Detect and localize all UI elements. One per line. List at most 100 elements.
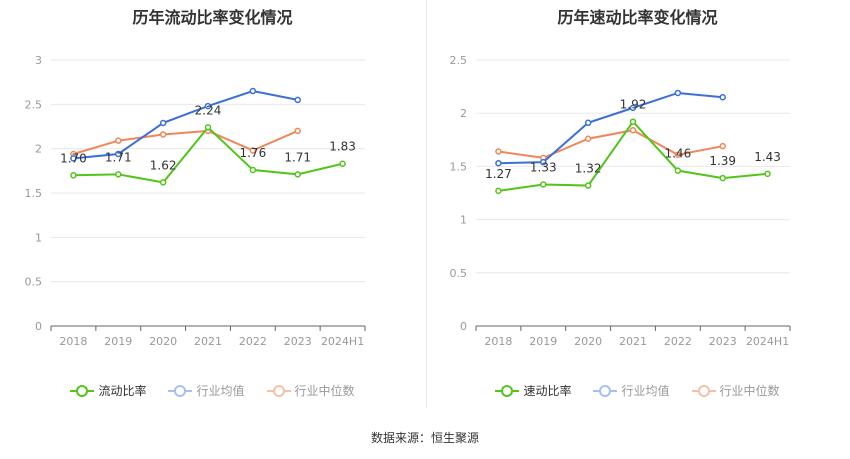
y-tick-label: 1 <box>460 214 467 227</box>
legend-company-swatch-icon <box>70 384 95 397</box>
data-label: 1.76 <box>239 146 266 160</box>
y-tick-label: 3 <box>35 54 42 67</box>
data-point-industry_median <box>249 147 257 154</box>
legend-item-industry-median[interactable]: 行业中位数 <box>691 382 780 399</box>
legend-industry-median-swatch-icon <box>691 384 716 397</box>
y-tick-label: 1.5 <box>450 160 468 173</box>
x-tick-label: 2024H1 <box>321 335 364 348</box>
legend-company-swatch-icon <box>495 384 520 397</box>
data-point-industry_median <box>584 135 592 142</box>
data-point-industry_median <box>495 148 502 155</box>
legend-label: 速动比率 <box>523 384 572 398</box>
quick-ratio-chart-panel: 历年速动比率变化情况 0 0.5 1 1.5 2 2.5 2018 2019 2020 2021 2… <box>425 0 850 420</box>
x-tick-label: 2019 <box>529 335 557 348</box>
data-point-industry_avg <box>294 96 301 104</box>
x-tick-label: 2021 <box>619 335 647 348</box>
y-tick-label: 0 <box>460 320 467 333</box>
legend-item-company[interactable]: 流动比率 <box>70 382 146 399</box>
data-point-company <box>339 160 346 167</box>
data-point-industry_median <box>629 126 637 134</box>
data-point-company <box>584 182 592 189</box>
y-tick-label: 0 <box>35 320 42 333</box>
panel-divider <box>426 0 427 408</box>
x-tick-label: 2019 <box>104 335 132 348</box>
data-point-industry_avg <box>204 102 212 110</box>
data-point-industry_median <box>719 142 726 150</box>
y-tick-label: 1.5 <box>25 187 43 200</box>
data-point-company <box>115 171 122 178</box>
x-tick-label: 2022 <box>239 335 267 348</box>
x-tick-label: 2024H1 <box>746 335 789 348</box>
legend-item-industry-median[interactable]: 行业中位数 <box>266 382 355 399</box>
chart-title: 历年速动比率变化情况 <box>557 8 718 27</box>
legend-item-company[interactable]: 速动比率 <box>495 382 571 399</box>
data-label: 1.83 <box>329 140 356 154</box>
data-label: 1.70 <box>60 151 87 165</box>
data-label: 1.27 <box>485 167 512 181</box>
legend-item-industry-avg[interactable]: 行业均值 <box>168 382 245 399</box>
data-point-industry_avg <box>249 87 257 95</box>
chart-legend: 速动比率 行业均值 行业中位数 <box>425 382 850 399</box>
data-label: 1.32 <box>575 162 602 176</box>
y-tick-label: 0.5 <box>450 267 468 280</box>
data-point-company <box>70 172 77 179</box>
data-source-note: 数据来源：恒生聚源 <box>370 431 479 445</box>
data-point-industry_median <box>159 131 167 138</box>
data-label: 2.24 <box>195 103 222 117</box>
y-tick-label: 2 <box>460 107 467 120</box>
legend-label: 行业中位数 <box>294 384 355 398</box>
y-tick-label: 1 <box>35 231 42 244</box>
data-label: 1.46 <box>664 147 691 161</box>
data-point-industry_avg <box>495 159 502 167</box>
legend-industry-avg-swatch-icon <box>593 384 618 397</box>
data-point-company <box>204 124 212 131</box>
data-point-industry_avg <box>584 119 592 127</box>
legend-label: 行业均值 <box>196 384 245 398</box>
data-point-company <box>764 170 771 178</box>
x-tick-label: 2020 <box>149 335 177 348</box>
x-tick-label: 2023 <box>284 335 312 348</box>
data-label: 1.33 <box>530 160 557 174</box>
data-label: 1.71 <box>105 150 132 164</box>
data-label: 1.71 <box>284 150 311 164</box>
quick-ratio-chart: 0 0.5 1 1.5 2 2.5 2018 2019 2020 2021 2022 2023 2024… <box>450 54 791 348</box>
x-tick-label: 2020 <box>574 335 602 348</box>
data-point-industry_avg <box>719 93 726 101</box>
data-label: 1.92 <box>620 98 647 112</box>
data-point-industry_avg <box>674 89 682 97</box>
legend-label: 行业均值 <box>621 384 670 398</box>
x-tick-label: 2018 <box>59 335 87 348</box>
data-label: 1.39 <box>709 154 736 168</box>
current-ratio-chart: 0 0.5 1 1.5 2 2.5 3 2018 2019 2020 2021 2022 2023 202… <box>25 54 366 348</box>
data-point-industry_avg <box>540 158 547 166</box>
data-point-company <box>540 181 547 188</box>
data-point-industry_median <box>674 151 682 158</box>
y-tick-label: 2.5 <box>25 98 43 111</box>
chart-title: 历年流动比率变化情况 <box>132 8 293 27</box>
data-point-industry_avg <box>159 119 167 127</box>
x-tick-label: 2022 <box>664 335 692 348</box>
y-tick-label: 2.5 <box>450 54 468 67</box>
series-line-industry_median <box>498 129 723 159</box>
data-point-company <box>495 187 502 195</box>
data-point-industry_avg <box>115 150 122 158</box>
series-line-industry_avg <box>73 90 298 160</box>
x-tick-label: 2018 <box>484 335 512 348</box>
legend-industry-avg-swatch-icon <box>168 384 193 397</box>
current-ratio-chart-panel: 历年流动比率变化情况 0 0.5 1 1.5 2 2.5 3 2018 2019 2020 2021… <box>0 0 425 420</box>
legend-label: 行业中位数 <box>719 384 780 398</box>
data-point-industry_avg <box>629 104 637 112</box>
data-label: 1.62 <box>150 158 177 172</box>
legend-item-industry-avg[interactable]: 行业均值 <box>593 382 670 399</box>
y-tick-label: 2 <box>35 143 42 156</box>
x-tick-label: 2023 <box>709 335 737 348</box>
data-point-industry_median <box>115 137 122 144</box>
legend-industry-median-swatch-icon <box>266 384 291 397</box>
data-point-industry_avg <box>70 155 77 162</box>
data-point-company <box>249 166 257 174</box>
data-point-company <box>674 167 682 174</box>
legend-label: 流动比率 <box>98 384 147 398</box>
series-line-industry_median <box>73 129 299 155</box>
x-tick-label: 2021 <box>194 335 222 348</box>
data-point-company <box>159 179 167 186</box>
